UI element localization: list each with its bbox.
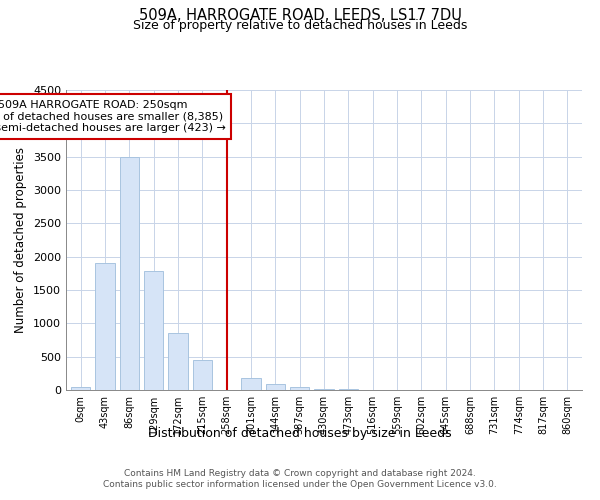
Bar [193,360,212,390]
Bar [71,388,91,390]
Bar [290,386,310,390]
Bar [144,272,163,390]
Text: 509A HARROGATE ROAD: 250sqm
← 95% of detached houses are smaller (8,385)
5% of s: 509A HARROGATE ROAD: 250sqm ← 95% of det… [0,100,226,133]
Bar [241,378,261,390]
Text: Contains HM Land Registry data © Crown copyright and database right 2024.: Contains HM Land Registry data © Crown c… [124,468,476,477]
Y-axis label: Number of detached properties: Number of detached properties [14,147,28,333]
Bar [266,384,285,390]
Bar [314,388,334,390]
Text: Distribution of detached houses by size in Leeds: Distribution of detached houses by size … [148,428,452,440]
Bar [95,262,115,390]
Bar [119,158,139,390]
Bar [168,332,188,390]
Text: Contains public sector information licensed under the Open Government Licence v3: Contains public sector information licen… [103,480,497,489]
Text: Size of property relative to detached houses in Leeds: Size of property relative to detached ho… [133,18,467,32]
Text: 509A, HARROGATE ROAD, LEEDS, LS17 7DU: 509A, HARROGATE ROAD, LEEDS, LS17 7DU [139,8,461,22]
